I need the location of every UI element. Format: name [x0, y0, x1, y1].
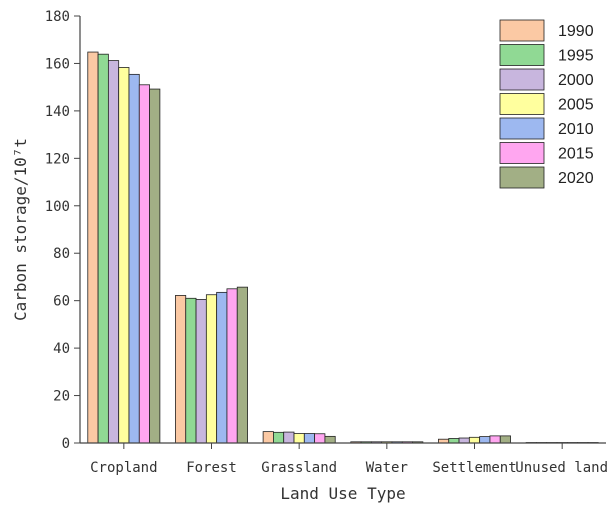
legend-swatch-2005 [499, 93, 545, 115]
y-tick-label: 160 [45, 56, 70, 72]
legend-swatch-2000 [499, 68, 545, 91]
y-tick-label: 60 [53, 294, 70, 310]
y-tick-label: 140 [45, 104, 70, 120]
x-tick-label: Cropland [90, 460, 157, 476]
y-axis-ticks: 0 20 40 60 80 100 120 140 160 180 [45, 9, 80, 452]
x-axis-title: Land Use Type [280, 484, 405, 503]
x-tick-label: Settlement [432, 460, 516, 476]
legend-label-2015: 2015 [558, 146, 594, 163]
legend: 1990 1995 2000 2005 2010 2015 2020 [499, 19, 594, 189]
bar-2020-settlement [499, 435, 511, 444]
legend-swatch-1990 [499, 19, 545, 42]
bar-1995-cropland [97, 53, 109, 444]
y-tick-label: 40 [53, 341, 70, 357]
y-axis-title: Carbon storage/10⁷t [11, 138, 30, 321]
bar-2000-forest [195, 299, 207, 444]
bar-2010-cropland [128, 73, 140, 444]
legend-swatch-2015 [499, 142, 545, 164]
bar-2015-settlement [489, 435, 501, 444]
x-tick-label: Unused land [515, 460, 608, 476]
bar-2010-forest [216, 291, 228, 444]
x-tick-label: Grassland [261, 460, 337, 476]
y-tick-label: 80 [53, 246, 70, 262]
bar-1990-forest [175, 295, 187, 444]
y-tick-label: 100 [45, 199, 70, 215]
y-tick-label: 0 [62, 436, 70, 452]
bar-1995-grassland [273, 431, 285, 444]
axes [79, 16, 606, 444]
y-tick-label: 180 [45, 9, 70, 25]
legend-label-2000: 2000 [558, 72, 594, 89]
legend-label-2005: 2005 [558, 97, 594, 114]
bar-2010-settlement [479, 436, 491, 444]
bar-2005-grassland [293, 433, 305, 444]
bar-2000-cropland [107, 60, 120, 444]
bar-2015-cropland [138, 84, 150, 444]
bar-2015-forest [226, 288, 238, 444]
bar-1990-grassland [262, 431, 274, 444]
bar-1990-cropland [87, 51, 99, 444]
bar-1995-forest [185, 297, 197, 444]
bars [87, 51, 599, 444]
x-axis-ticks: Cropland Forest Grassland Water SettlementUn… [90, 443, 608, 476]
bar-2015-grassland [314, 433, 326, 444]
legend-swatch-2010 [499, 117, 545, 140]
bar-2005-cropland [118, 67, 130, 444]
bar-2020-cropland [149, 88, 161, 444]
legend-label-1995: 1995 [558, 48, 594, 65]
bar-1995-settlement [448, 438, 460, 444]
y-tick-label: 20 [53, 389, 70, 405]
legend-swatch-2020 [499, 166, 545, 189]
bar-2020-forest [236, 286, 248, 444]
bar-2000-grassland [283, 431, 295, 444]
bar-2000-settlement [458, 437, 470, 444]
legend-swatch-1995 [499, 44, 545, 66]
legend-label-1990: 1990 [558, 23, 594, 40]
x-tick-label: Forest [186, 460, 237, 476]
y-tick-label: 120 [45, 151, 70, 167]
x-tick-label: Water [366, 460, 408, 476]
bar-2010-grassland [303, 433, 316, 444]
bar-2020-grassland [324, 435, 336, 444]
legend-label-2020: 2020 [558, 170, 594, 187]
bar-2005-forest [205, 294, 218, 444]
bar-2005-settlement [468, 436, 481, 444]
legend-label-2010: 2010 [558, 121, 594, 138]
